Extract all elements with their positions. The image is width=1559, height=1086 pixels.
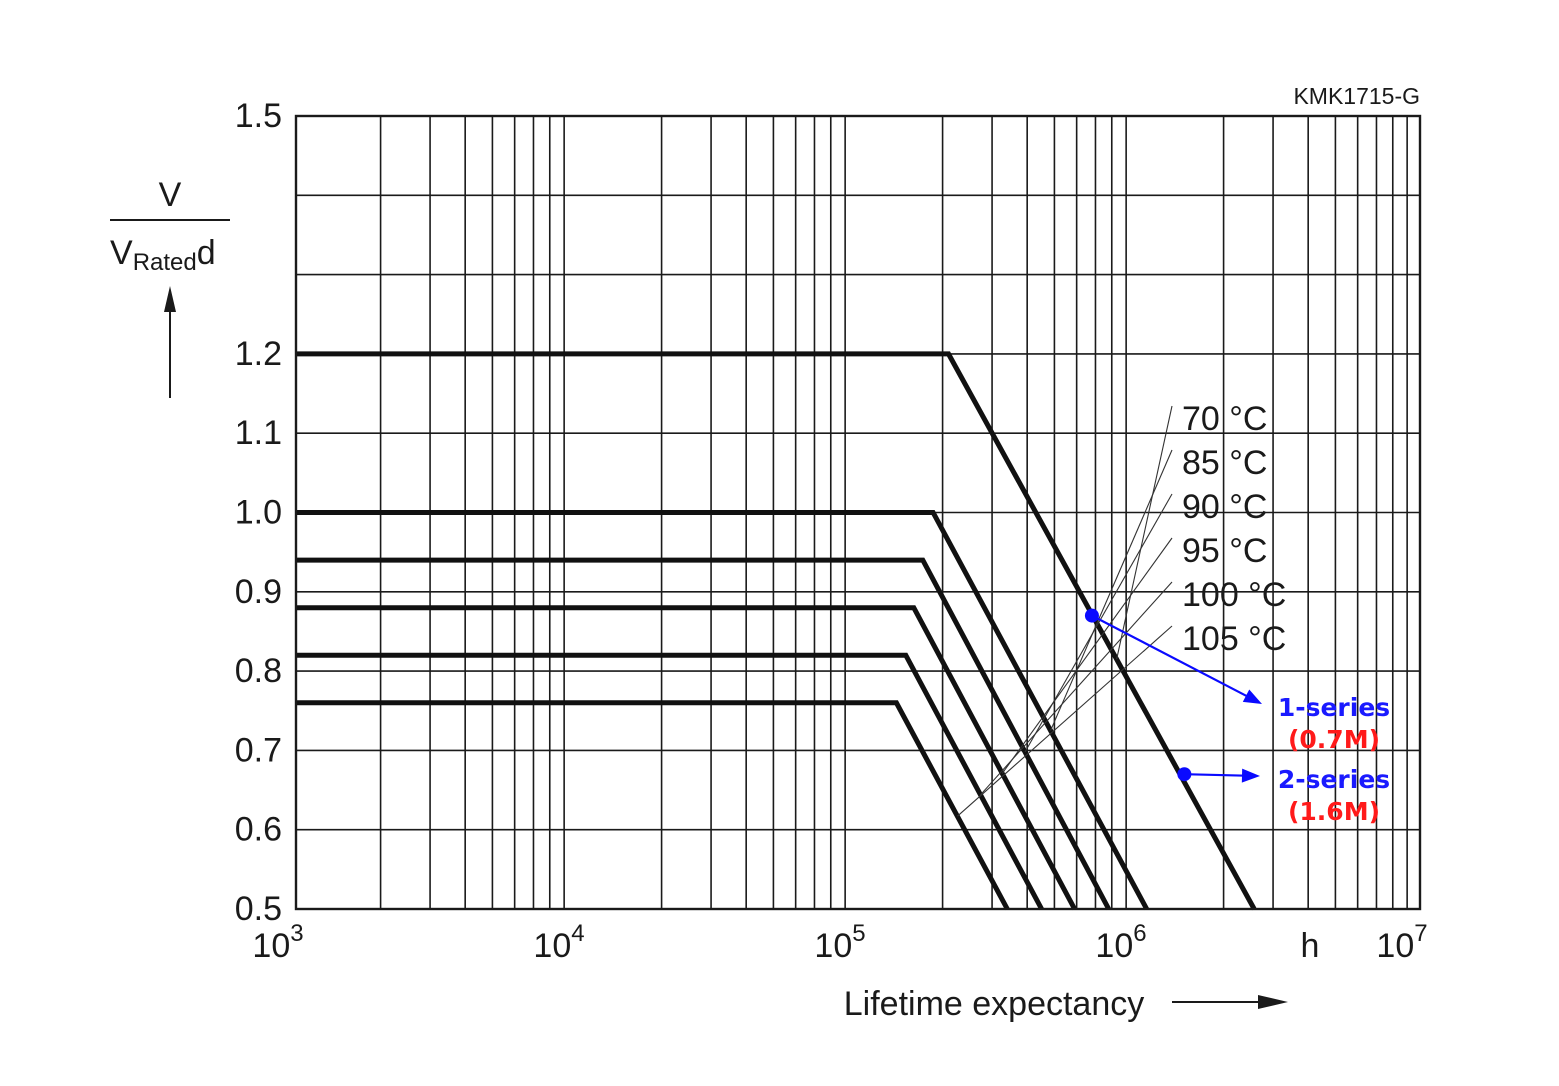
x-tick-label: 106 (1095, 920, 1146, 965)
x-unit: h (1301, 927, 1320, 965)
y-tick-label: 1.5 (235, 97, 282, 135)
y-tick-label: 1.0 (235, 494, 282, 532)
series-line (296, 510, 1149, 911)
annotation-marker (1177, 767, 1192, 782)
series-label: 105 °C (1182, 620, 1286, 658)
x-tick-label: 104 (533, 920, 584, 965)
annotation-arrow (1091, 614, 1251, 699)
series-leader (1116, 405, 1173, 660)
annotation-value: (0.7M) (1288, 725, 1380, 754)
series-line (296, 605, 1077, 911)
plot-frame (294, 114, 1422, 911)
series-line (296, 557, 1111, 911)
series-line (296, 351, 1257, 911)
series-labels: 70 °C 85 °C 90 °C 95 °C 100 °C 105 °C (1182, 400, 1286, 658)
annotation-arrow (1184, 773, 1247, 777)
series-line (296, 652, 1044, 911)
y-tick-label: 1.1 (235, 414, 282, 452)
y-tick-label: 0.9 (235, 573, 282, 611)
series-leader (1050, 449, 1173, 731)
annotation-arrow-head (1242, 689, 1262, 704)
y-tick-label: 0.5 (235, 890, 282, 928)
series-leader (1024, 493, 1173, 753)
series-leader (957, 625, 1173, 817)
annotations: 1-series (0.7M) 2-series (1.6M) (1084, 608, 1390, 826)
series-lines (296, 351, 1257, 911)
series-label-leaders (957, 405, 1173, 817)
chart-code: KMK1715-G (1293, 83, 1420, 109)
series-label: 95 °C (1182, 532, 1267, 570)
x-axis-label: Lifetime expectancy h (844, 927, 1320, 1023)
y-label-numerator: V (159, 176, 182, 214)
annotation-value: (1.6M) (1288, 797, 1380, 826)
y-tick-label: 0.7 (235, 731, 282, 769)
series-label: 85 °C (1182, 444, 1267, 482)
series-label: 100 °C (1182, 576, 1286, 614)
x-tick-label: 107 (1376, 920, 1427, 965)
annotation-label: 2-series (1278, 765, 1390, 794)
annotation-marker (1084, 608, 1099, 623)
annotation-arrow-head (1241, 768, 1260, 783)
series-label: 70 °C (1182, 400, 1267, 438)
y-axis-label: V VRatedd (110, 176, 230, 398)
x-tick-label: 105 (814, 920, 865, 965)
y-tick-label: 0.6 (235, 811, 282, 849)
y-tick-label: 1.2 (235, 335, 282, 373)
x-tick-label: 103 (252, 920, 303, 965)
series-leader (980, 581, 1173, 796)
series-label: 90 °C (1182, 488, 1267, 526)
x-axis-arrow-head (1258, 995, 1288, 1009)
annotation-label: 1-series (1278, 693, 1390, 722)
y-tick-label: 0.8 (235, 652, 282, 690)
axes: 0.5 0.6 0.7 0.8 0.9 1.0 1.1 1.2 1.5 103 104 105 106 1… (235, 97, 1428, 965)
series-line (296, 700, 1010, 911)
series-leader (1001, 537, 1173, 774)
y-label-denominator: VRatedd (110, 234, 216, 276)
x-label-text: Lifetime expectancy (844, 985, 1145, 1023)
y-axis-arrow-head (164, 286, 176, 312)
